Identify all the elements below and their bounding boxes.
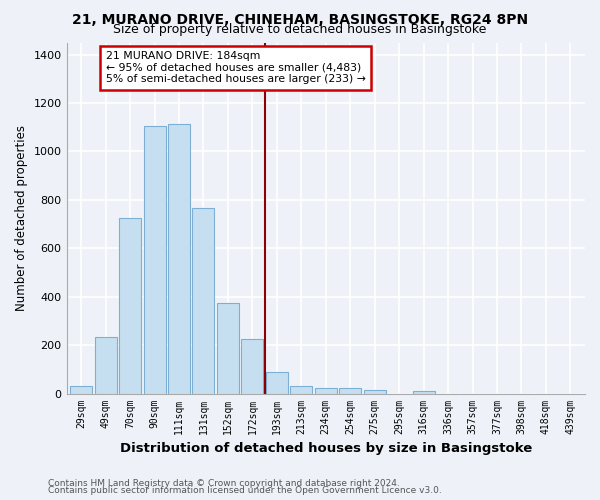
Bar (143, 126, 166, 394)
Bar (95, 336, 116, 394)
Text: Size of property relative to detached houses in Basingstoke: Size of property relative to detached ho… (113, 22, 487, 36)
Bar (364, 390, 386, 394)
Bar (193, 208, 214, 394)
Text: Contains HM Land Registry data © Crown copyright and database right 2024.: Contains HM Land Registry data © Crown c… (48, 478, 400, 488)
Bar (339, 388, 361, 394)
Bar (168, 124, 190, 394)
Text: 21 MURANO DRIVE: 184sqm
← 95% of detached houses are smaller (4,483)
5% of semi-: 21 MURANO DRIVE: 184sqm ← 95% of detache… (106, 51, 365, 84)
Y-axis label: Number of detached properties: Number of detached properties (15, 125, 28, 311)
Bar (290, 386, 313, 394)
Bar (315, 388, 337, 394)
Bar (266, 372, 288, 394)
Text: Contains public sector information licensed under the Open Government Licence v3: Contains public sector information licen… (48, 486, 442, 495)
Text: 21, MURANO DRIVE, CHINEHAM, BASINGSTOKE, RG24 8PN: 21, MURANO DRIVE, CHINEHAM, BASINGSTOKE,… (72, 12, 528, 26)
X-axis label: Distribution of detached houses by size in Basingstoke: Distribution of detached houses by size … (119, 442, 532, 455)
Bar (241, 339, 263, 394)
Bar (70, 386, 92, 394)
Bar (217, 303, 239, 394)
Bar (413, 391, 434, 394)
Bar (119, 218, 141, 394)
